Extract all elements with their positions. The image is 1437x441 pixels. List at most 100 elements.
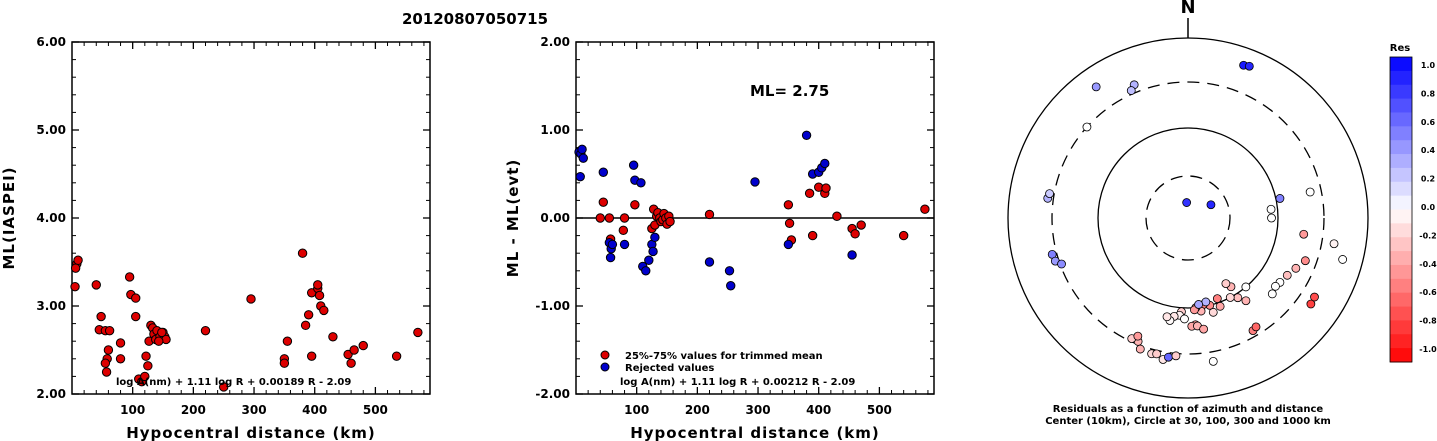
- data-point: [303, 310, 314, 320]
- colorbar-cell: [1390, 70, 1412, 86]
- data-point: [784, 218, 795, 228]
- data-point: [578, 153, 588, 163]
- colorbar-cell: [1390, 57, 1412, 72]
- data-point: [141, 351, 151, 361]
- data-point: [783, 239, 794, 250]
- y-tick-label: 5.00: [36, 123, 66, 137]
- colorbar-cell: [1390, 334, 1412, 349]
- y-tick-label: -2.00: [535, 387, 570, 401]
- data-point: [704, 257, 715, 267]
- data-point: [115, 354, 126, 364]
- data-point: [143, 361, 153, 371]
- data-point: [279, 358, 290, 368]
- station-point: [1267, 289, 1277, 299]
- colorbar-frame: [1389, 56, 1413, 363]
- plot1-frame: [71, 41, 431, 395]
- data-point: [636, 178, 646, 188]
- data-point: [413, 327, 423, 338]
- data-point: [319, 305, 329, 316]
- legend-trimmed-marker: [600, 350, 610, 360]
- colorbar-tick-label: -1.0: [1419, 345, 1437, 354]
- legend-trimmed-label: 25%-75% values for trimmed mean: [625, 351, 823, 362]
- station-point: [1082, 122, 1092, 132]
- data-point: [650, 232, 660, 243]
- data-point: [70, 263, 81, 273]
- data-point: [300, 320, 311, 331]
- station-point: [1241, 296, 1251, 306]
- ring-30km: [1145, 175, 1231, 261]
- station-point: [1251, 322, 1261, 332]
- data-point: [314, 290, 325, 301]
- station-point: [1152, 349, 1162, 359]
- data-point: [704, 209, 715, 220]
- polar-caption-1: Residuals as a function of azimuth and d…: [1053, 404, 1324, 415]
- data-point: [821, 183, 831, 193]
- station-point: [1310, 292, 1319, 302]
- colorbar-tick-label: 0.6: [1421, 118, 1436, 127]
- colorbar-tick-label: 0.2: [1421, 175, 1435, 184]
- data-point: [103, 345, 114, 355]
- station-point: [1215, 301, 1225, 311]
- data-point: [313, 280, 323, 290]
- station-point: [1291, 263, 1301, 273]
- data-point: [804, 188, 815, 199]
- ring-300km: [1051, 81, 1325, 355]
- data-point: [619, 239, 630, 250]
- data-point: [200, 325, 211, 336]
- station-point: [1266, 204, 1276, 214]
- data-point: [246, 294, 256, 304]
- data-point: [70, 281, 80, 292]
- data-point: [724, 266, 735, 276]
- data-point: [628, 160, 639, 170]
- azimuth-plot: N Residuals as a function of azimuth and…: [1007, 0, 1369, 427]
- data-point: [641, 266, 651, 276]
- data-point: [618, 225, 629, 236]
- data-point: [665, 216, 675, 227]
- colorbar-cell: [1390, 292, 1412, 308]
- data-point: [575, 171, 585, 182]
- station-point: [1271, 281, 1280, 291]
- colorbar-cell: [1390, 98, 1412, 113]
- station-point: [1126, 86, 1136, 95]
- colorbar-cell: [1390, 264, 1412, 280]
- x-tick-label: 500: [867, 403, 892, 417]
- station-point: [1057, 259, 1066, 269]
- data-point: [630, 200, 640, 210]
- polar-caption-2: Center (10km), Circle at 30, 100, 300 an…: [1045, 416, 1331, 427]
- station-point: [1199, 324, 1209, 334]
- legend-rejected-label: Rejected values: [625, 363, 714, 374]
- data-point: [750, 177, 760, 187]
- colorbar-cell: [1390, 278, 1412, 294]
- data-point: [783, 200, 794, 210]
- x-tick-label: 100: [624, 403, 649, 417]
- station-point: [1299, 229, 1309, 239]
- plot1-formula: log A(nm) + 1.11 log R + 0.00189 R - 2.0…: [116, 377, 351, 388]
- y-tick-label: 2.00: [540, 35, 570, 49]
- data-point: [898, 230, 909, 241]
- station-point: [1244, 61, 1254, 71]
- colorbar-cell: [1390, 348, 1412, 363]
- x-tick-label: 500: [363, 403, 388, 417]
- plot2-ylabel: ML - ML(evt): [504, 159, 522, 277]
- station-point: [1233, 293, 1243, 303]
- x-tick-label: 100: [120, 403, 145, 417]
- station-point: [1208, 307, 1218, 317]
- data-point: [607, 239, 618, 250]
- station-point: [1208, 356, 1218, 366]
- data-point: [856, 220, 866, 230]
- data-point: [218, 382, 229, 392]
- station-point: [1267, 213, 1276, 223]
- ml-annotation: ML= 2.75: [750, 82, 829, 100]
- data-point: [358, 340, 368, 351]
- x-tick-label: 300: [746, 403, 771, 417]
- magnitude-plot: 100 200 300 400 500 2.00 3.00 4.00 5.00 6.00 log …: [0, 35, 431, 441]
- colorbar-tick-label: 0.0: [1421, 203, 1436, 212]
- station-point: [1329, 239, 1339, 249]
- data-point: [91, 280, 101, 290]
- colorbar-cell: [1390, 306, 1412, 321]
- y-tick-label: 0.00: [540, 211, 570, 225]
- residual-colorbar: Res 1.0 0.8 0.6 0.4 0.2 0.0 -0.2 -0.4 -0.6 -0.8 -1…: [1389, 43, 1437, 363]
- colorbar-cell: [1390, 251, 1412, 266]
- data-point: [850, 229, 860, 239]
